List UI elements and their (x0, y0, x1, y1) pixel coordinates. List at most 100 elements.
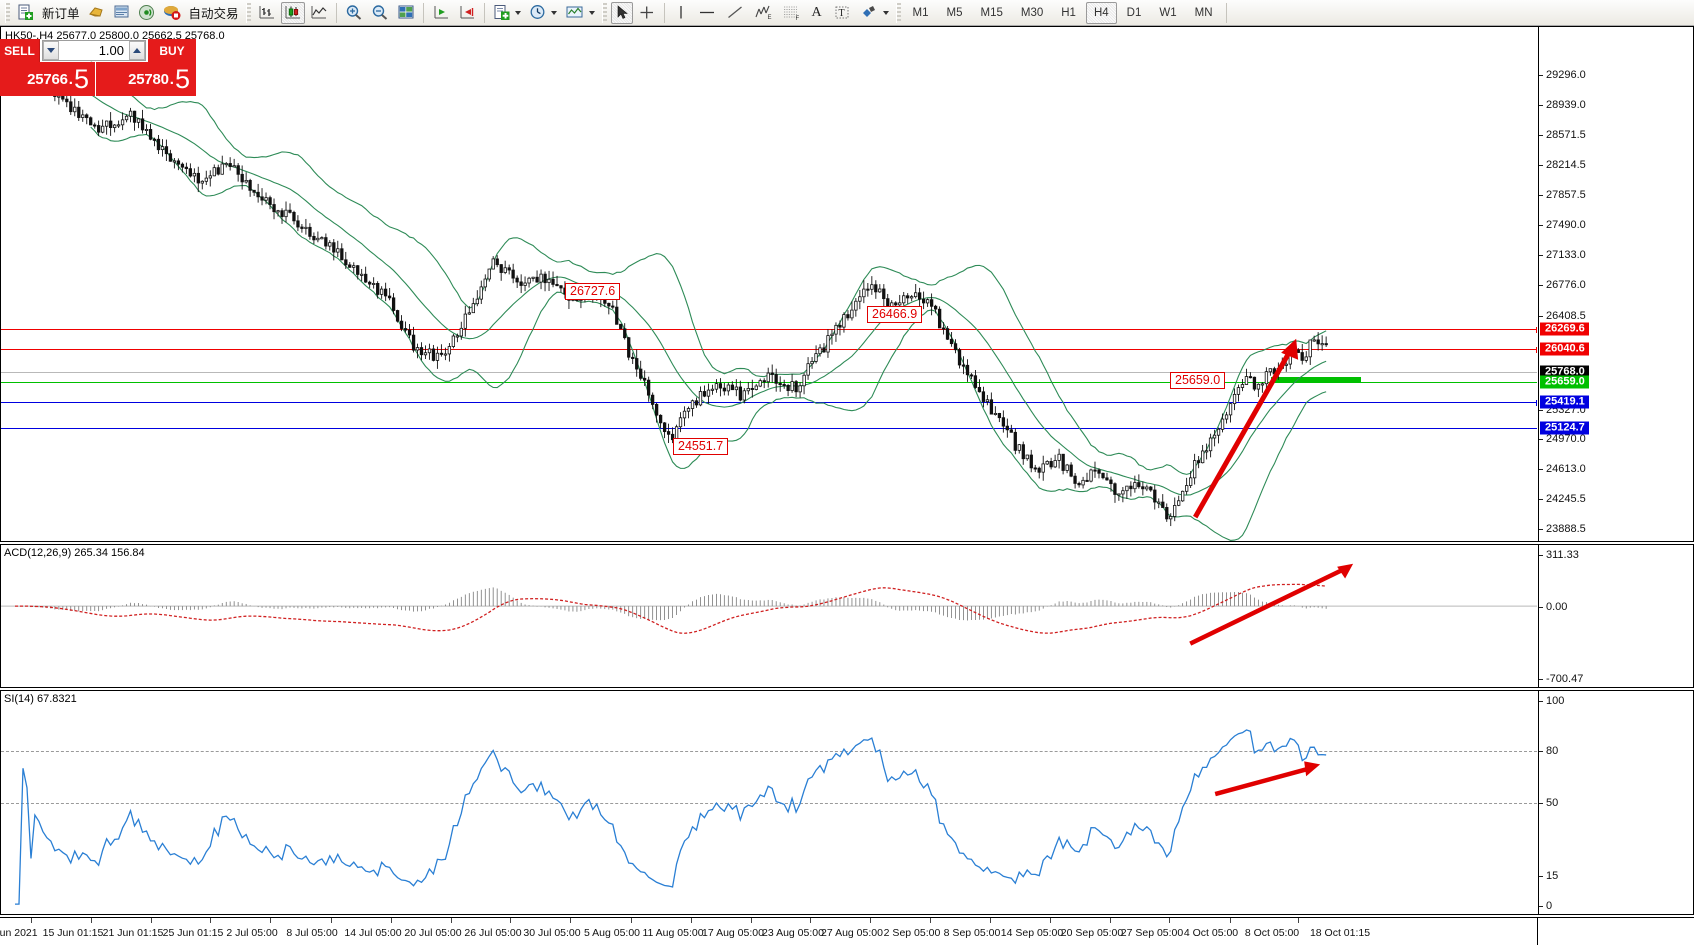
time-label: 26 Jul 05:00 (464, 927, 522, 939)
toolbar-grip[interactable] (5, 2, 10, 23)
macd-axis[interactable]: 311.33 0.00 -700.47 (1538, 545, 1693, 687)
volume-input[interactable]: 1.00 (98, 43, 124, 58)
timeframe-w1[interactable]: W1 (1159, 6, 1177, 19)
chevron-down-icon-2[interactable] (550, 10, 557, 15)
price-level-line[interactable] (1, 382, 1537, 383)
time-label: 8 Oct 05:00 (1244, 927, 1300, 939)
toolbar-grip-3[interactable] (601, 2, 607, 23)
price-level-line[interactable] (1, 327, 1537, 333)
text-label-icon[interactable]: T (830, 2, 854, 24)
timeframe-m5[interactable]: M5 (946, 6, 963, 19)
chart-workspace[interactable]: HK50-,H4 25677.0 25800.0 25662.5 25768.0 (0, 26, 1694, 945)
period-icon[interactable] (526, 2, 560, 24)
auto-scroll-icon[interactable] (455, 2, 479, 24)
timeframe-mn[interactable]: MN (1194, 6, 1213, 19)
price-tick: 24245.5 (1539, 493, 1586, 505)
candlestick-chart-icon[interactable] (280, 1, 305, 24)
vertical-line-icon[interactable] (670, 2, 692, 24)
toolbar-grip-4[interactable] (895, 2, 901, 23)
price-level-label[interactable]: 25659.0 (1540, 375, 1589, 389)
rsi-axis[interactable]: 100 80 50 15 0 (1538, 691, 1693, 914)
price-level-line[interactable] (1, 400, 1537, 406)
level-drag-handle[interactable] (1536, 347, 1537, 353)
fibonacci-icon[interactable]: F (778, 2, 804, 24)
time-label: 8 Sep 05:00 (943, 927, 1001, 939)
timeframe-d1[interactable]: D1 (1126, 6, 1142, 19)
terminal-icon[interactable] (110, 2, 133, 24)
crosshair-icon[interactable] (635, 2, 659, 24)
rsi-plot-area[interactable] (1, 691, 1537, 914)
chevron-down-icon-3[interactable] (588, 10, 595, 15)
price-level-label[interactable]: 25124.7 (1540, 421, 1589, 435)
buy-price-display[interactable]: 25780 . 5 (96, 62, 196, 96)
signals-icon[interactable] (135, 2, 158, 24)
time-tick (870, 918, 871, 923)
volume-decrease-button[interactable] (43, 41, 59, 60)
level-drag-handle[interactable] (1536, 400, 1537, 406)
timeframe-h4[interactable]: H4 (1085, 1, 1117, 24)
cursor-icon[interactable] (610, 1, 633, 24)
text-icon[interactable]: A (811, 4, 822, 20)
time-tick (691, 918, 692, 923)
chevron-down-icon[interactable] (514, 10, 521, 15)
toolbar-separator-5 (1225, 2, 1227, 23)
rsi-pane[interactable]: SI(14) 67.8321 100 80 50 15 0 (0, 690, 1694, 915)
toolbar-grip-2[interactable] (245, 2, 251, 23)
price-level-label[interactable]: 26040.6 (1540, 342, 1589, 356)
price-annotation[interactable]: 26727.6 (565, 283, 621, 300)
buy-price-integer: 25780 (128, 71, 169, 88)
data-window-icon[interactable] (394, 2, 418, 24)
buy-button[interactable]: BUY (148, 39, 196, 62)
timeframe-m1[interactable]: M1 (912, 6, 929, 19)
zoom-in-icon[interactable] (342, 2, 366, 24)
price-level-label[interactable]: 25768.0 (1540, 365, 1589, 379)
zoom-out-icon[interactable] (368, 2, 392, 24)
time-label: 2 Sep 05:00 (883, 927, 941, 939)
templates-icon[interactable] (562, 2, 598, 24)
sell-price-display[interactable]: 25766 . 5 (0, 62, 96, 96)
autotrade-icon[interactable] (160, 2, 184, 24)
macd-plot-area[interactable] (1, 545, 1537, 687)
price-annotation[interactable]: 24551.7 (673, 438, 729, 455)
line-chart-icon[interactable] (307, 2, 331, 24)
one-click-trading-panel[interactable]: SELL 1.00 BUY 25766 . 5 25780 . 5 (0, 39, 196, 96)
price-annotation[interactable]: 26466.9 (867, 306, 923, 323)
indicators-icon[interactable] (85, 2, 108, 24)
macd-trend-arrow (1189, 563, 1354, 646)
volume-stepper[interactable]: 1.00 (42, 40, 146, 61)
timeframe-m15[interactable]: M15 (980, 6, 1003, 19)
volume-increase-button[interactable] (129, 41, 145, 60)
price-level-line[interactable] (1, 372, 1537, 373)
bar-chart-icon[interactable] (255, 2, 279, 24)
price-level-label[interactable]: 25419.1 (1540, 395, 1589, 409)
horizontal-line-icon[interactable] (694, 2, 720, 24)
time-tick (1298, 918, 1299, 923)
sell-button[interactable]: SELL (0, 39, 40, 62)
price-annotation[interactable]: 25659.0 (1170, 372, 1226, 389)
timeframe-m30[interactable]: M30 (1020, 6, 1044, 19)
macd-pane[interactable]: ACD(12,26,9) 265.34 156.84 311.33 0.00 -70… (0, 544, 1694, 688)
price-pane[interactable]: HK50-,H4 25677.0 25800.0 25662.5 25768.0 (0, 26, 1694, 542)
level-drag-handle[interactable] (1536, 327, 1537, 333)
new-order-icon[interactable] (14, 2, 37, 24)
add-indicator-icon[interactable] (490, 2, 524, 24)
svg-text:E: E (767, 15, 771, 21)
price-tick: 26408.5 (1539, 310, 1586, 322)
chart-shift-icon[interactable] (429, 2, 453, 24)
time-tick (91, 918, 92, 923)
trendline-icon[interactable] (722, 2, 748, 24)
time-label: Jun 2021 (0, 927, 38, 939)
price-level-label[interactable]: 26269.6 (1540, 322, 1589, 336)
new-order-button[interactable]: 新订单 (39, 2, 83, 24)
price-axis[interactable]: 29296.0 28939.0 28571.5 28214.5 27857.5 27490… (1538, 27, 1693, 541)
timeframe-h1[interactable]: H1 (1061, 6, 1076, 19)
price-level-line[interactable] (1, 428, 1537, 429)
chevron-down-icon-4[interactable] (882, 10, 889, 15)
price-level-line[interactable] (1, 347, 1537, 353)
macd-series (1, 583, 1537, 634)
elliott-wave-icon[interactable]: E (750, 2, 776, 24)
autotrade-button[interactable]: 自动交易 (186, 2, 242, 24)
shapes-icon[interactable] (856, 2, 892, 24)
